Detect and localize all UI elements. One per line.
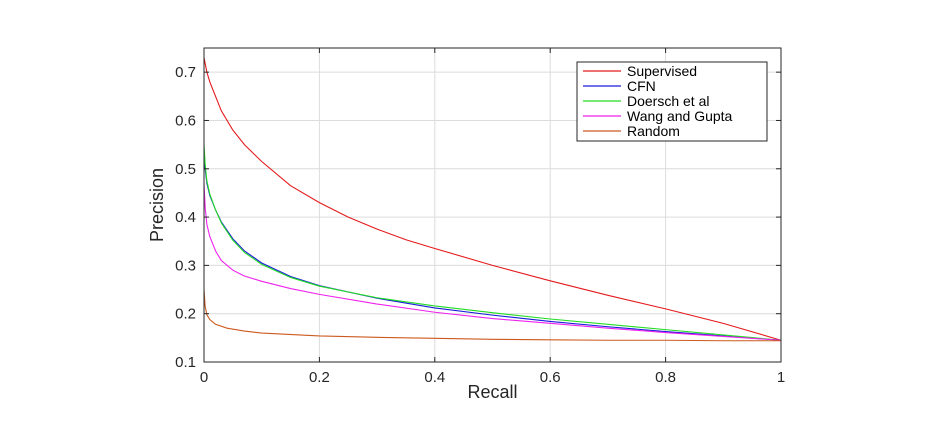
series-line-wang-and-gupta (203, 183, 782, 341)
plot-frame (203, 47, 782, 363)
series-line-doersch-et-al (203, 144, 782, 341)
legend-label-doersch-et-al: Doersch et al (627, 93, 709, 109)
x-axis-label: Recall (467, 382, 517, 402)
x-ticks: 0 0.2 0.4 0.6 0.8 1 (200, 48, 785, 386)
x-tick-label: 0.6 (540, 369, 561, 386)
legend-label-wang-and-gupta: Wang and Gupta (627, 108, 733, 124)
x-tick-label: 0.4 (424, 369, 445, 386)
y-tick-label: 0.7 (175, 64, 196, 81)
x-tick-label: 0.8 (655, 369, 676, 386)
y-tick-label: 0.2 (175, 306, 196, 323)
y-tick-label: 0.3 (175, 257, 196, 274)
legend-label-cfn: CFN (627, 78, 656, 94)
y-tick-label: 0.5 (175, 161, 196, 178)
x-tick-label: 0 (200, 369, 208, 386)
series-line-supervised (203, 57, 782, 341)
legend-label-random: Random (627, 123, 680, 139)
legend-label-supervised: Supervised (627, 63, 697, 79)
x-tick-label: 1 (777, 369, 785, 386)
y-tick-label: 0.6 (175, 112, 196, 129)
series-line-cfn (203, 149, 782, 341)
series-lines (203, 57, 782, 342)
series-line-random (203, 289, 781, 342)
y-axis-label: Precision (147, 168, 167, 242)
x-tick-label: 0.2 (309, 369, 330, 386)
y-ticks: 0.1 0.2 0.3 0.4 0.5 0.6 0.7 (175, 64, 781, 371)
y-tick-label: 0.1 (175, 354, 196, 371)
y-tick-label: 0.4 (175, 209, 196, 226)
